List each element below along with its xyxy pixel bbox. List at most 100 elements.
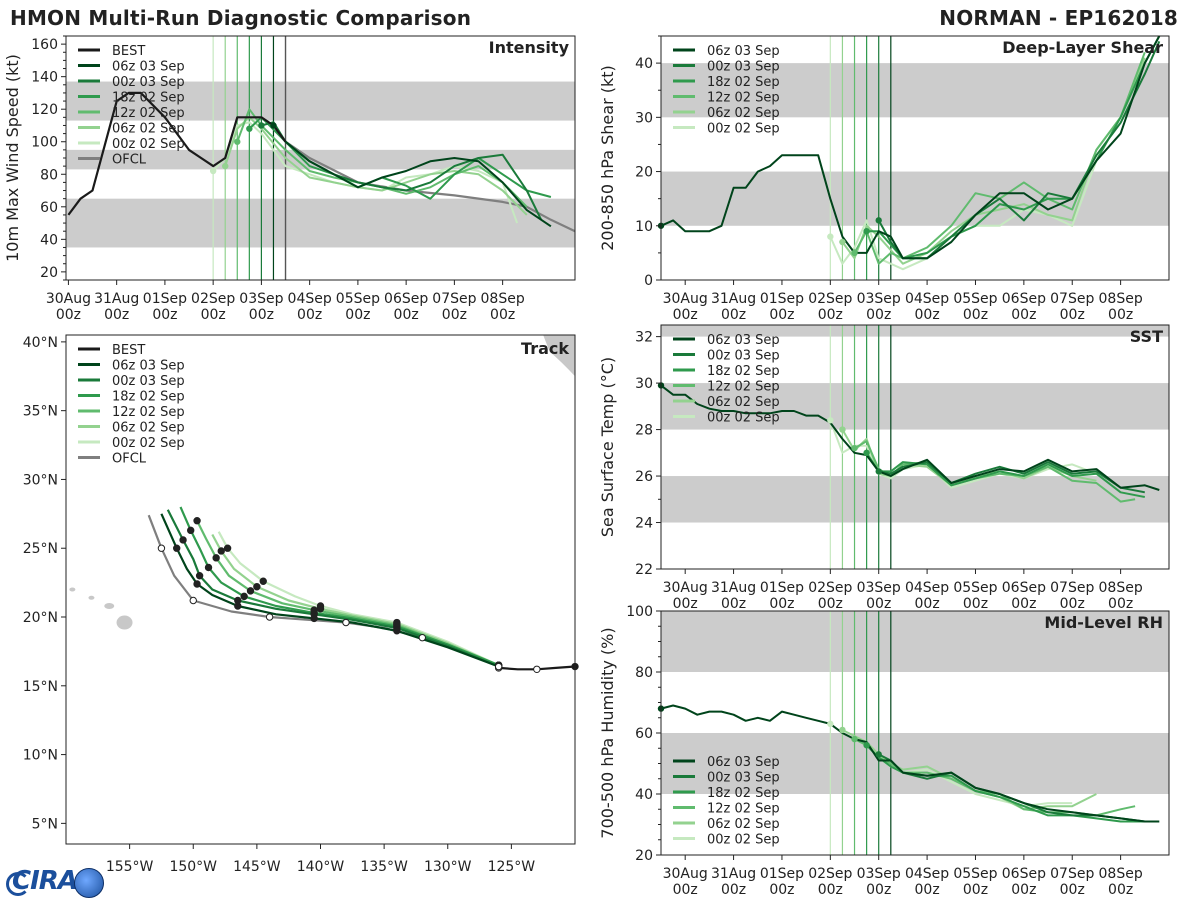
oahu-island	[88, 595, 95, 600]
run-init-marker	[234, 138, 241, 145]
x-tick-label-hour: 00z	[915, 307, 940, 323]
y-tick-label: 20	[635, 848, 653, 864]
y-tick-label: 40	[40, 232, 58, 248]
x-tick-label-hour: 00z	[818, 307, 843, 323]
legend-label: 12z 02 Sep	[112, 405, 185, 420]
lon-tick-label: 140°W	[297, 859, 345, 875]
legend-label: 00z 03 Sep	[112, 374, 185, 389]
y-tick-label: 40	[635, 56, 653, 72]
legend-label: 00z 03 Sep	[707, 60, 780, 75]
y-tick-label: 10	[635, 219, 653, 235]
x-tick-label-date: 30Aug	[663, 291, 708, 307]
run-init-marker	[863, 449, 870, 457]
run-init-marker	[839, 238, 846, 246]
lon-tick-label: 125°W	[488, 859, 536, 875]
y-tick-label: 140	[31, 70, 58, 86]
series-line-ofcl	[284, 140, 576, 233]
series-line-06z-03-sep	[272, 124, 552, 228]
track-line-00z-03-sep	[166, 509, 500, 668]
track-position-marker	[253, 583, 261, 591]
y-tick-label: 30	[635, 110, 653, 126]
track-position-marker	[212, 554, 220, 562]
y-axis-label: 200-850 hPa Shear (kt)	[598, 65, 617, 251]
legend-label: 00z 03 Sep	[112, 75, 185, 90]
track-position-marker	[179, 536, 187, 544]
legend-label: 00z 02 Sep	[707, 833, 780, 848]
run-init-marker	[875, 217, 882, 224]
run-init-marker	[222, 162, 229, 170]
x-tick-label-hour: 00z	[1011, 307, 1036, 323]
x-tick-label-date: 31Aug	[711, 291, 756, 307]
legend-label: 06z 03 Sep	[112, 359, 185, 374]
track-position-marker	[195, 572, 204, 580]
x-tick-label-date: 04Sep	[905, 866, 949, 882]
x-tick-label-hour: 00z	[1060, 596, 1085, 612]
x-tick-label-hour: 00z	[1011, 596, 1036, 612]
legend-label: BEST	[112, 44, 145, 59]
x-tick-label-date: 03Sep	[857, 866, 901, 882]
panel-title: Deep-Layer Shear	[1002, 38, 1163, 57]
panel-title: Track	[521, 339, 569, 358]
panel-rh: 2040608010030Aug00z31Aug00z01Sep00z02Sep…	[598, 604, 1170, 898]
y-axis-label: 700-500 hPa Humidity (%)	[598, 627, 617, 838]
run-init-marker	[209, 167, 217, 175]
shaded-band	[66, 149, 575, 170]
legend-label: 18z 02 Sep	[707, 75, 780, 90]
x-tick-label-date: 04Sep	[905, 580, 949, 596]
x-tick-label-date: 04Sep	[905, 291, 949, 307]
x-tick-label-hour: 00z	[152, 307, 177, 323]
y-tick-label: 80	[635, 665, 653, 681]
x-tick-label-hour: 00z	[769, 596, 794, 612]
track-position-marker	[187, 526, 195, 535]
x-tick-label-hour: 00z	[56, 307, 81, 323]
x-tick-label-date: 03Sep	[857, 580, 901, 596]
legend-label: 18z 02 Sep	[707, 364, 780, 379]
panel-intensity: 2040608010012014016030Aug00z31Aug00z01Se…	[3, 35, 576, 323]
legend-label: 06z 03 Sep	[707, 333, 780, 348]
run-init-marker	[258, 122, 265, 129]
y-tick-label: 30	[635, 376, 653, 392]
track-position-marker	[246, 587, 255, 595]
x-tick-label-date: 31Aug	[711, 580, 756, 596]
shaded-band	[661, 171, 1169, 226]
x-tick-label-date: 04Sep	[288, 291, 332, 307]
lon-tick-label: 130°W	[424, 859, 472, 875]
x-tick-label-date: 07Sep	[1050, 580, 1094, 596]
x-tick-label-date: 30Aug	[46, 291, 91, 307]
x-tick-label-hour: 00z	[201, 307, 226, 323]
x-tick-label-hour: 00z	[673, 307, 698, 323]
y-tick-label: 40	[635, 787, 653, 803]
x-tick-label-hour: 00z	[721, 882, 746, 898]
y-tick-label: 24	[635, 516, 653, 532]
series-line-00z-03-sep	[878, 461, 1145, 494]
legend-label: 00z 02 Sep	[112, 436, 185, 451]
track-position-marker	[240, 592, 248, 601]
lat-tick-label: 35°N	[23, 404, 58, 420]
track-position-marker	[310, 606, 318, 614]
legend-label: 00z 02 Sep	[707, 411, 780, 426]
run-init-marker	[839, 726, 846, 734]
lon-tick-label: 155°W	[106, 859, 154, 875]
x-tick-label-date: 05Sep	[953, 580, 997, 596]
series-line-06z-03-sep	[660, 704, 1160, 823]
y-tick-label: 20	[40, 265, 58, 281]
legend-label: 06z 02 Sep	[112, 122, 185, 137]
kauai-island	[69, 587, 76, 592]
shaded-band	[661, 325, 1169, 337]
run-init-marker	[875, 468, 882, 475]
panel-sst: 22242628303230Aug00z31Aug00z01Sep00z02Se…	[598, 324, 1170, 612]
y-tick-label: 28	[635, 423, 653, 439]
track-position-marker	[173, 544, 181, 552]
x-tick-label-hour: 00z	[1011, 882, 1036, 898]
shaded-band	[661, 63, 1169, 118]
track-position-marker	[157, 544, 166, 552]
y-tick-label: 100	[31, 135, 58, 151]
x-tick-label-date: 06Sep	[1002, 580, 1046, 596]
x-tick-label-date: 02Sep	[808, 580, 852, 596]
track-line-18z-02-sep	[179, 506, 500, 667]
x-tick-label-hour: 00z	[673, 882, 698, 898]
y-tick-label: 0	[644, 273, 653, 289]
x-tick-label-date: 01Sep	[760, 580, 804, 596]
maui-island	[104, 603, 115, 610]
